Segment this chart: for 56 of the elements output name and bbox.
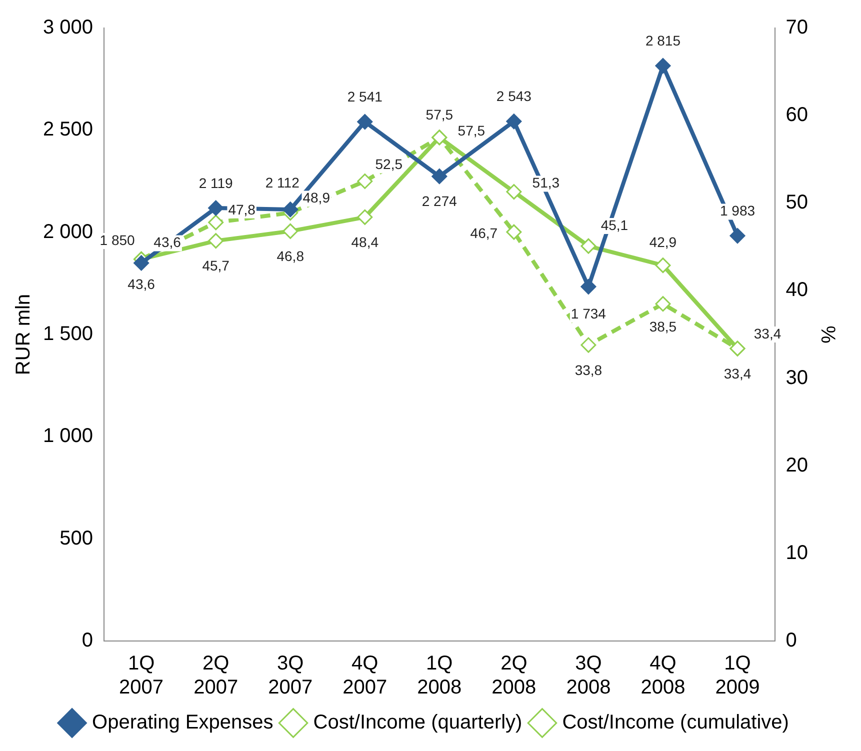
x-tick-label: 1Q 2009 — [715, 652, 760, 699]
data-label: 1 850 — [100, 232, 136, 248]
y2-tick-label: 20 — [786, 454, 808, 476]
data-label: 2 815 — [645, 32, 681, 49]
x-tick-label: 2Q 2007 — [194, 652, 238, 699]
x-tick-label: 1Q 2007 — [119, 652, 164, 699]
legend-label: Cost/Income (cumulative) — [562, 712, 789, 734]
data-label: 2 543 — [496, 88, 532, 104]
y-tick-label: 1 000 — [42, 425, 94, 448]
data-label: 45,7 — [202, 258, 230, 274]
y2-tick-label: 50 — [786, 192, 808, 214]
data-label: 2 274 — [422, 193, 458, 210]
data-label: 33,8 — [574, 362, 602, 378]
y2-tick-label: 10 — [786, 542, 808, 564]
y-tick-label: 2 000 — [42, 220, 94, 243]
y-tick-label: 0 — [82, 630, 94, 652]
data-label: 48,9 — [302, 190, 330, 206]
data-label: 2 112 — [265, 174, 300, 190]
data-label: 38,5 — [649, 318, 677, 335]
data-label: 42,9 — [649, 234, 677, 250]
data-label: 1 734 — [570, 306, 606, 322]
data-label: 33,4 — [724, 365, 752, 382]
data-label: 51,3 — [532, 174, 560, 191]
data-label: 57,5 — [426, 106, 454, 122]
x-tick-label: 4Q 2008 — [640, 652, 686, 699]
data-label: 57,5 — [458, 122, 486, 138]
data-label: 45,1 — [600, 216, 628, 233]
data-label: 33,4 — [754, 325, 782, 342]
data-label: 2 119 — [198, 174, 234, 191]
y-tick-label: 2 500 — [42, 118, 94, 141]
x-tick-label: 3Q 2007 — [268, 652, 313, 699]
data-label: 47,8 — [228, 201, 256, 218]
y-tick-label: 3 000 — [42, 16, 94, 39]
data-label: 2 541 — [347, 88, 383, 105]
y2-tick-label: 40 — [786, 279, 808, 302]
y2-axis-title: % — [816, 326, 838, 344]
y-tick-label: 1 500 — [42, 323, 94, 346]
x-tick-label: 4Q 2007 — [342, 652, 388, 699]
y2-tick-label: 0 — [786, 630, 797, 652]
data-label: 46,8 — [276, 248, 304, 264]
data-label: 48,4 — [351, 234, 379, 250]
data-label: 43,6 — [128, 276, 156, 292]
x-tick-label: 3Q 2008 — [566, 652, 611, 699]
legend-label: Operating Expenses — [92, 712, 274, 734]
x-tick-label: 2Q 2008 — [492, 652, 536, 699]
y2-tick-label: 30 — [786, 366, 808, 389]
x-tick-label: 1Q 2008 — [417, 652, 462, 699]
data-label: 1 983 — [720, 202, 756, 219]
data-label: 52,5 — [375, 156, 403, 172]
y-tick-label: 500 — [60, 527, 94, 550]
y-axis-title: RUR mln — [12, 294, 35, 376]
y2-tick-label: 60 — [786, 104, 808, 126]
legend-label: Cost/Income (quarterly) — [313, 712, 522, 734]
data-label: 46,7 — [470, 224, 498, 241]
y2-tick-label: 70 — [786, 16, 808, 39]
data-label: 43,6 — [154, 234, 182, 250]
